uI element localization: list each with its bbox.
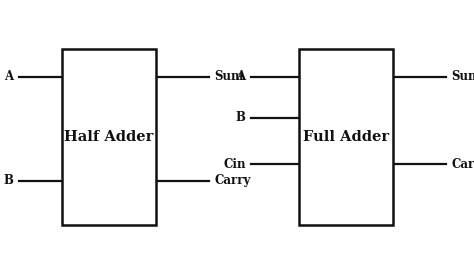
Text: Half Adder: Half Adder xyxy=(64,130,154,144)
Text: B: B xyxy=(236,111,246,124)
Text: Cin: Cin xyxy=(223,158,246,171)
Text: Carry: Carry xyxy=(214,174,251,187)
Text: Carry: Carry xyxy=(451,158,474,171)
Text: Full Adder: Full Adder xyxy=(303,130,389,144)
Text: A: A xyxy=(4,70,13,83)
Text: B: B xyxy=(3,174,13,187)
Text: Sum: Sum xyxy=(214,70,244,83)
Bar xyxy=(299,49,393,225)
Bar xyxy=(62,49,156,225)
Text: Sum: Sum xyxy=(451,70,474,83)
Text: A: A xyxy=(237,70,246,83)
